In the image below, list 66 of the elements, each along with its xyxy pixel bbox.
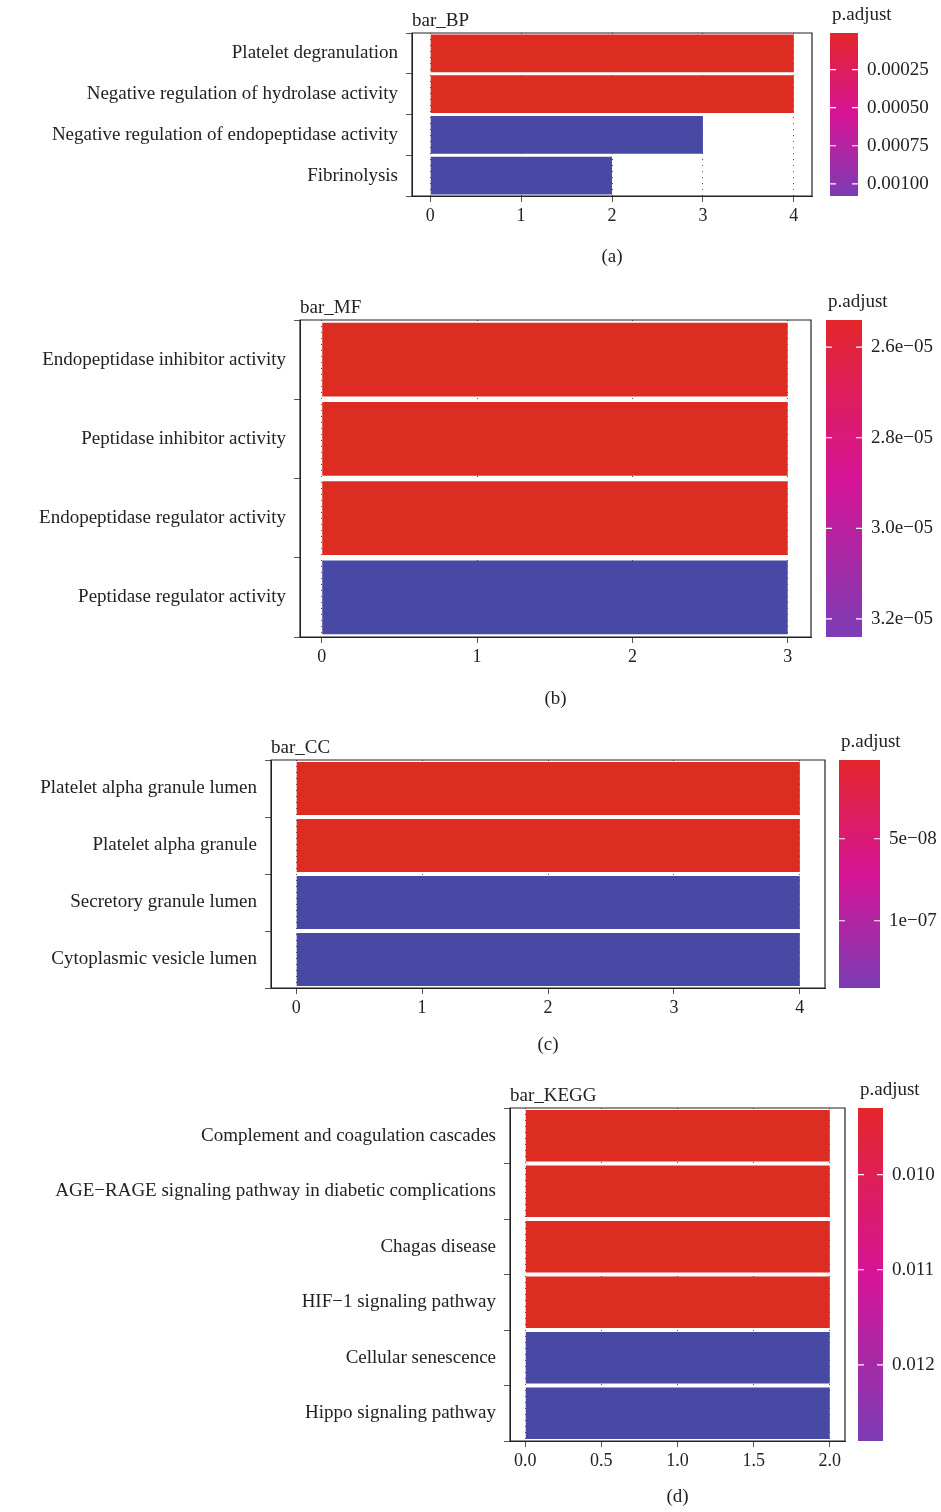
- chart-title: bar_CC: [271, 736, 331, 757]
- color-bar-label: 5e−08: [889, 826, 937, 848]
- x-tick-label: 2: [543, 996, 553, 1017]
- bar: [430, 75, 794, 114]
- color-bar-label: 0.00050: [867, 95, 929, 117]
- x-tick-label: 1: [472, 645, 482, 666]
- y-tick-label: Cytoplasmic vesicle lumen: [51, 947, 258, 969]
- color-bar-label: 1e−07: [889, 908, 937, 930]
- x-tick-label: 2: [607, 204, 617, 225]
- bar: [430, 156, 612, 195]
- y-tick-label: HIF−1 signaling pathway: [301, 1290, 497, 1312]
- y-tick-label: Peptidase regulator activity: [78, 585, 287, 607]
- x-tick-label: 1: [516, 204, 526, 225]
- color-bar-label: 3.0e−05: [871, 516, 933, 538]
- y-tick-label: Platelet alpha granule: [92, 833, 257, 855]
- x-tick-label: 3: [669, 996, 679, 1017]
- color-bar-label: 2.6e−05: [871, 335, 933, 357]
- chart-title: bar_MF: [300, 296, 362, 317]
- color-bar-label: 0.00100: [867, 171, 929, 193]
- y-tick-label: Complement and coagulation cascades: [201, 1123, 496, 1145]
- color-bar-label: 0.012: [892, 1352, 935, 1374]
- x-tick-label: 0: [425, 204, 435, 225]
- y-tick-label: Chagas disease: [380, 1234, 496, 1256]
- color-bar-label: 0.010: [892, 1162, 935, 1184]
- y-tick-label: Platelet degranulation: [231, 41, 399, 63]
- text: (b): [544, 687, 567, 709]
- y-tick-label: Fibrinolysis: [307, 163, 398, 185]
- y-tick-label: Negative regulation of hydrolase activity: [86, 82, 399, 104]
- text: (c): [537, 1033, 559, 1055]
- x-tick-label: 3: [698, 204, 708, 225]
- x-tick-label: 2: [627, 645, 637, 666]
- text: (a): [601, 245, 623, 267]
- x-tick-label: 0.0: [513, 1449, 537, 1470]
- color-bar-label: 2.8e−05: [871, 425, 933, 447]
- y-tick-label: Negative regulation of endopeptidase activity: [51, 122, 399, 144]
- y-tick-label: Peptidase inhibitor activity: [81, 426, 287, 448]
- bar: [430, 34, 794, 73]
- color-bar-label: 0.00075: [867, 133, 929, 155]
- y-tick-label: Platelet alpha granule lumen: [40, 776, 258, 798]
- x-tick-label: 4: [789, 204, 799, 225]
- y-tick-label: Endopeptidase regulator activity: [39, 506, 287, 528]
- chart-title: bar_BP: [412, 9, 469, 30]
- color-bar-title: p.adjust: [860, 1078, 921, 1099]
- x-tick-label: 0: [291, 996, 301, 1017]
- color-bar-title: p.adjust: [841, 730, 902, 751]
- x-tick-label: 4: [795, 996, 805, 1017]
- color-bar-label: 0.00025: [867, 57, 929, 79]
- x-tick-label: 0: [317, 645, 327, 666]
- y-tick-label: Endopeptidase inhibitor activity: [42, 347, 287, 369]
- x-tick-label: 0.5: [590, 1449, 613, 1470]
- x-tick-label: 1.0: [666, 1449, 689, 1470]
- x-tick-label: 2.0: [818, 1449, 842, 1470]
- color-bar-label: 3.2e−05: [871, 606, 933, 628]
- y-tick-label: AGE−RAGE signaling pathway in diabetic complications: [55, 1179, 496, 1201]
- y-tick-label: Cellular senescence: [345, 1345, 496, 1367]
- bar: [430, 115, 703, 154]
- text: (d): [666, 1485, 689, 1507]
- chart-title: bar_KEGG: [510, 1084, 597, 1105]
- x-tick-label: 3: [783, 645, 793, 666]
- color-bar-title: p.adjust: [832, 3, 893, 24]
- y-tick-label: Secretory granule lumen: [70, 890, 258, 912]
- x-tick-label: 1.5: [742, 1449, 765, 1470]
- x-tick-label: 1: [417, 996, 427, 1017]
- color-bar-label: 0.011: [892, 1257, 935, 1279]
- y-tick-label: Hippo signaling pathway: [304, 1401, 497, 1423]
- color-bar-title: p.adjust: [828, 290, 889, 311]
